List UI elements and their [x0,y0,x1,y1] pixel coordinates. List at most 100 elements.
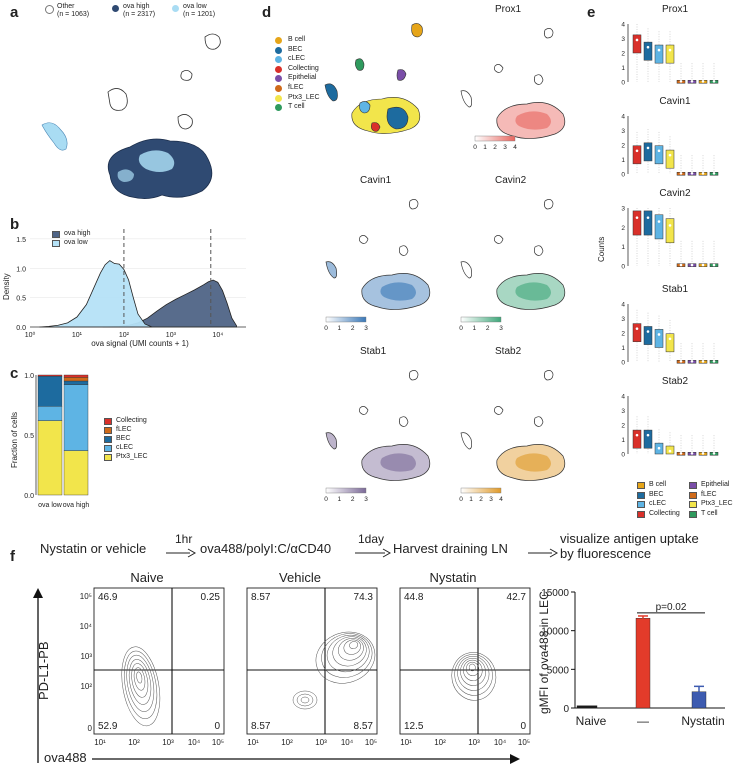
median-point [690,451,694,455]
legend-Collecting: Collecting [116,417,147,424]
y-tick: 2 [621,225,625,232]
box-cLEC [654,145,664,165]
workflow-arrow1-label: 1hr [175,532,193,546]
median-point [668,153,672,157]
color-scale-tick: 3 [489,496,493,503]
umap-high-expression [515,453,551,472]
color-scale-tick: 2 [486,325,490,332]
y-tick: 4 [621,22,625,29]
boxplot-Stab1: 0 1 2 3 4 [621,302,719,367]
color-scale-tick: 1 [338,325,342,332]
median-point [646,433,650,437]
box-cLEC [654,214,664,240]
color-scale-tick: 3 [503,144,507,151]
flow-contour [126,654,155,712]
bar-segment-fLEC [63,377,89,382]
median-point [690,79,694,83]
y-tick: 0 [621,172,625,179]
boxplot-Stab2: 0 1 2 3 4 [621,394,719,459]
x-label-nystatin: Nystatin [681,714,724,728]
y-tick: 3 [621,316,625,323]
umap-island [398,245,409,256]
umap-island [460,432,473,450]
x-tick: 10⁰ [25,331,36,339]
x-tick: ova high [63,502,90,509]
umap-island [543,370,554,381]
y-tick: 1.0 [24,373,34,380]
umap-island [358,235,369,244]
umap-high-expression [515,282,551,301]
bar-segment-Collecting [37,374,63,377]
median-point [635,327,639,330]
flow-contour [465,661,480,677]
legend-swatch-BEC [104,436,112,443]
color-scale-tick: 3 [499,325,503,332]
flow-contour [131,663,149,698]
gene-umap-Cavin1: 0 1 2 3 [324,199,431,332]
panel-b-xlabel: ova signal (UMI counts + 1) [91,339,189,348]
flow-frame [93,587,225,735]
median-point [646,45,650,49]
quadrant-bottom-right: 0 [214,721,220,732]
color-scale-tick: 1 [469,496,473,503]
legend-B cell: B cell [649,481,667,488]
flow-contour [133,667,146,691]
median-point [690,263,694,267]
color-scale-tick: 0 [459,496,463,503]
bar-Vehicle [635,618,651,709]
y-tick: 0.5 [24,433,34,440]
legend-swatch-Collecting [104,418,112,425]
legend-cLEC: cLEC [116,444,134,451]
bar-segment-cLEC [63,384,89,451]
x-tick: 10³ [162,738,174,747]
median-point [679,359,683,363]
y-tick: 2 [621,51,625,58]
median-point [657,333,661,336]
flow-contour [463,659,483,681]
median-point [679,263,683,267]
flow-x-axis-label: ova488 [44,750,87,765]
umap-island [533,245,544,256]
color-scale-bar [460,316,502,323]
y-tick: 3 [621,128,625,135]
gene-title-Stab1: Stab1 [360,346,387,357]
workflow-step3: Harvest draining LN [393,541,508,556]
x-label-naive: Naive [576,714,607,728]
y-tick: 2 [621,423,625,430]
median-point [657,48,661,52]
median-point [635,38,639,42]
color-scale-tick: 1 [483,144,487,151]
quadrant-top-right: 42.7 [507,592,527,603]
y-tick: 0 [621,80,625,87]
umap-island [398,416,409,427]
umap-high-expression [380,282,416,301]
box-Collecting [632,210,642,236]
box-cLEC [654,329,664,348]
color-scale-bar [460,487,502,494]
umap-island [493,235,504,244]
legend-dot-B cell [275,37,282,44]
legend-swatch-ova-high [52,231,60,238]
x-tick: 10³ [166,332,177,339]
legend-swatch-fLEC [689,491,697,499]
box-BEC [643,429,653,449]
legend-BEC: BEC [649,490,664,498]
median-point [668,449,672,453]
umap-island [408,370,419,381]
median-point [712,263,716,267]
umap-island [533,74,544,85]
gmfi-ylabel: gMFI of ova488 in LEC [537,591,551,714]
y-tick: 3 [621,36,625,43]
flow-contour [128,659,152,705]
flow-contour [315,631,376,684]
box-title-Stab1: Stab1 [661,284,689,295]
umap-island [325,261,338,279]
x-tick: 10¹ [72,332,83,339]
panel-b-density-chart: 0.0 0.5 1.0 1.5 10⁰ 10¹ 10² 10³ 10⁴ [16,229,246,339]
flow-contour [460,657,486,686]
gene-title-Stab2: Stab2 [495,346,522,357]
y-tick: 1 [621,437,625,444]
median-point [646,216,650,219]
legend-BEC: BEC [288,45,303,53]
